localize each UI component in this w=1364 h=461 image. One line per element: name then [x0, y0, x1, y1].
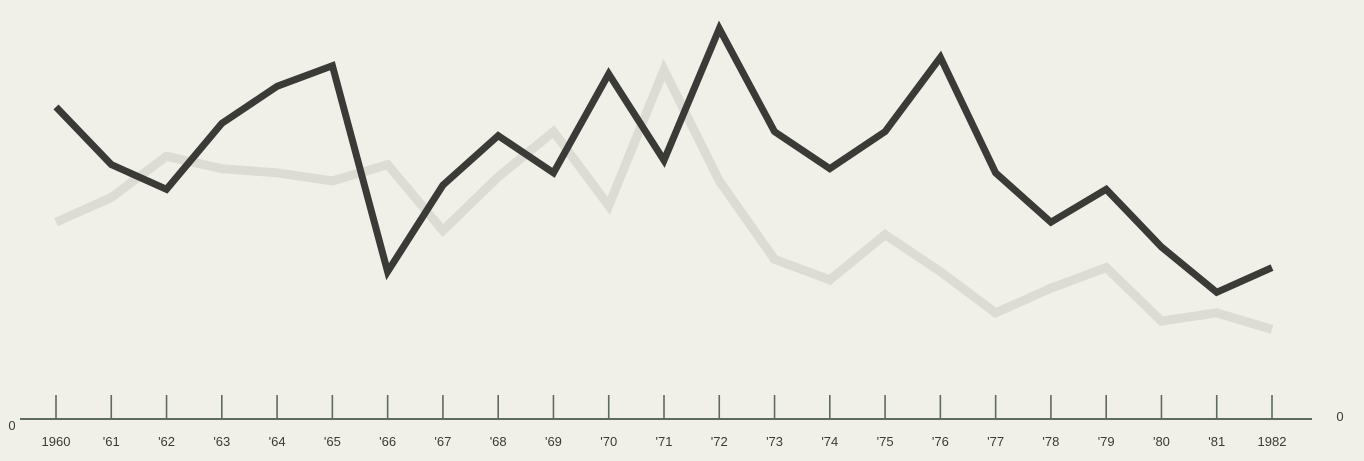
x-tick-label: '72 — [711, 434, 728, 449]
x-tick-label: 1960 — [42, 434, 71, 449]
x-tick-label: '62 — [158, 434, 175, 449]
x-tick-label: '67 — [434, 434, 451, 449]
x-tick-label: '81 — [1208, 434, 1225, 449]
y-zero-label-left: 0 — [8, 418, 15, 433]
series-layer — [53, 20, 1274, 334]
x-tick-label: '79 — [1098, 434, 1115, 449]
x-tick-label: '70 — [600, 434, 617, 449]
x-tick-label: '64 — [269, 434, 286, 449]
x-tick-label: '68 — [490, 434, 507, 449]
x-tick-label: '76 — [932, 434, 949, 449]
x-tick-label: 1982 — [1258, 434, 1287, 449]
x-axis: 1960 '61 '62 '63 '64 '65 '66 '67 '68 '69 '70 '71 '72… — [8, 395, 1344, 449]
y-zero-label-right: 0 — [1336, 409, 1343, 424]
x-tick-label: '73 — [766, 434, 783, 449]
x-tick-label: '78 — [1042, 434, 1059, 449]
x-tick-label: '71 — [656, 434, 673, 449]
series-line-2 — [54, 58, 1274, 334]
x-tick-label: '80 — [1153, 434, 1170, 449]
x-tick-label: '77 — [987, 434, 1004, 449]
series-line-1 — [53, 20, 1274, 297]
x-tick-label: '61 — [103, 434, 120, 449]
x-tick-label: '63 — [213, 434, 230, 449]
x-tick-label: '69 — [545, 434, 562, 449]
x-tick-label: '75 — [877, 434, 894, 449]
x-tick-label: '66 — [379, 434, 396, 449]
x-tick-label: '74 — [821, 434, 838, 449]
x-tick-label: '65 — [324, 434, 341, 449]
